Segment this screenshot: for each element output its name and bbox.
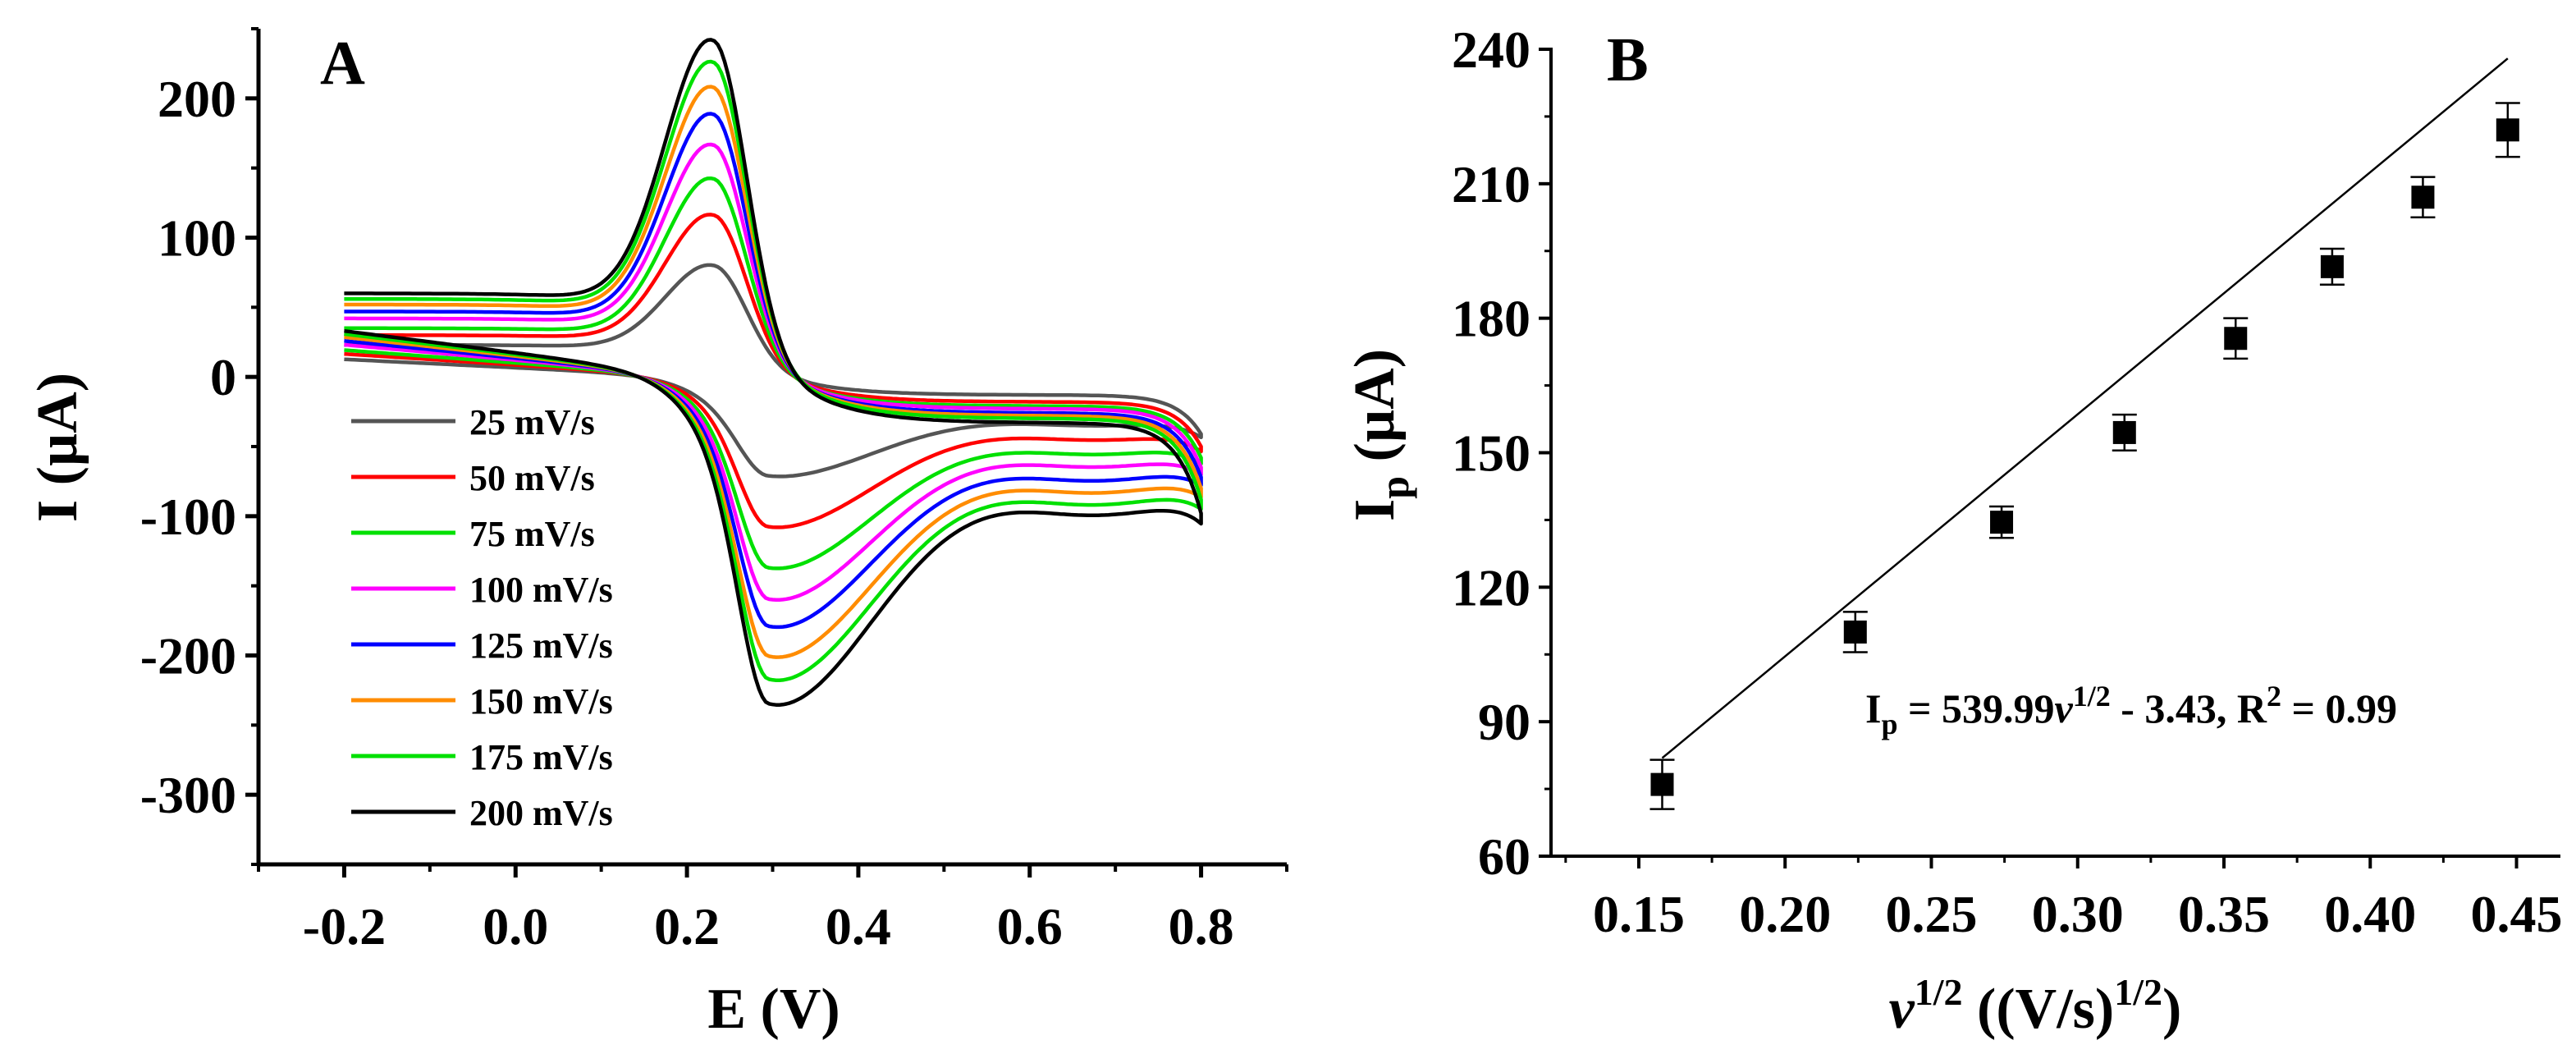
panel-a-label: A: [320, 29, 365, 98]
y-tick-label-b: 90: [1478, 693, 1531, 751]
data-point: [1990, 511, 2014, 534]
x-tick-label: 0.2: [654, 897, 720, 955]
legend-label: 75 mV/s: [469, 514, 595, 554]
y-axis-label: I (µA): [26, 373, 89, 522]
y-tick-label: -300: [140, 766, 236, 824]
legend-label: 100 mV/s: [469, 570, 613, 610]
fit-line-group: [1661, 57, 2509, 759]
fit-equation: Ip = 539.99v1/2 - 3.43, R2 = 0.99: [1865, 680, 2397, 740]
panel-a: A 25 mV/s 50 mV/s 75 mV/s 100 mV/s 125 mV/s 1…: [26, 27, 1288, 1041]
y-tick-label-b: 120: [1452, 558, 1531, 616]
y-axis-label-b: Ip (µA): [1343, 349, 1417, 521]
x-tick-label: 0.4: [826, 897, 891, 955]
x-tick-label-b: 0.45: [2471, 885, 2563, 943]
x-tick-label-b: 0.15: [1593, 885, 1685, 943]
legend-label: 25 mV/s: [469, 402, 595, 442]
cv-curve-1: [344, 263, 1203, 479]
x-tick-label-b: 0.25: [1885, 885, 1977, 943]
data-point: [2411, 186, 2435, 209]
y-tick-label: -200: [140, 627, 236, 685]
data-point: [1843, 620, 1867, 644]
y-tick-label-b: 180: [1452, 290, 1531, 348]
legend: 25 mV/s 50 mV/s 75 mV/s 100 mV/s 125 mV/s 150…: [351, 402, 613, 833]
y-tick-label-b: 240: [1452, 21, 1531, 79]
data-point: [2112, 420, 2136, 444]
x-tick-label: 0.8: [1169, 897, 1234, 955]
data-point: [1650, 772, 1674, 796]
y-tick-label-b: 150: [1452, 424, 1531, 483]
y-tick-label-b: 60: [1478, 827, 1531, 886]
legend-label: 200 mV/s: [469, 793, 613, 833]
cv-curve-3: [344, 176, 1203, 571]
legend-label: 50 mV/s: [469, 458, 595, 498]
cv-curves: [344, 38, 1203, 707]
scatter-points: [1649, 102, 2520, 810]
y-tick-label: 200: [158, 70, 236, 128]
x-tick-label: 0.0: [483, 897, 548, 955]
y-tick-label-b: 210: [1452, 155, 1531, 213]
legend-label: 150 mV/s: [469, 681, 613, 722]
x-tick-label-b: 0.20: [1739, 885, 1831, 943]
panel-b-label: B: [1607, 25, 1649, 94]
data-point: [2224, 327, 2248, 351]
y-tick-label: 100: [158, 209, 236, 268]
panel-a-axes: -0.2 0.0 0.2 0.4 0.6 0.8 200 100 0 -100 -200 -300: [140, 27, 1288, 955]
y-tick-label: 0: [210, 348, 236, 406]
x-axis-label: E (V): [707, 978, 840, 1041]
x-axis-label-b: v1/2 ((V/s)1/2): [1889, 971, 2182, 1041]
x-tick-label: -0.2: [303, 897, 386, 955]
legend-label: 125 mV/s: [469, 626, 613, 666]
fit-line: [1661, 57, 2509, 759]
data-point: [2496, 118, 2519, 142]
legend-label: 175 mV/s: [469, 737, 613, 777]
cv-curve-8: [344, 38, 1203, 707]
x-tick-label-b: 0.30: [2032, 885, 2124, 943]
x-tick-label: 0.6: [997, 897, 1063, 955]
panel-b: B 0.15 0.20 0.25 0.30 0.35 0.40 0.45 60 90 120 150…: [1343, 21, 2563, 1041]
x-tick-label-b: 0.35: [2178, 885, 2270, 943]
panel-b-axes: 0.15 0.20 0.25 0.30 0.35 0.40 0.45 60 90 120 150 18…: [1452, 21, 2563, 943]
x-tick-label-b: 0.40: [2324, 885, 2416, 943]
y-tick-label: -100: [140, 488, 236, 546]
data-point: [2320, 254, 2344, 278]
